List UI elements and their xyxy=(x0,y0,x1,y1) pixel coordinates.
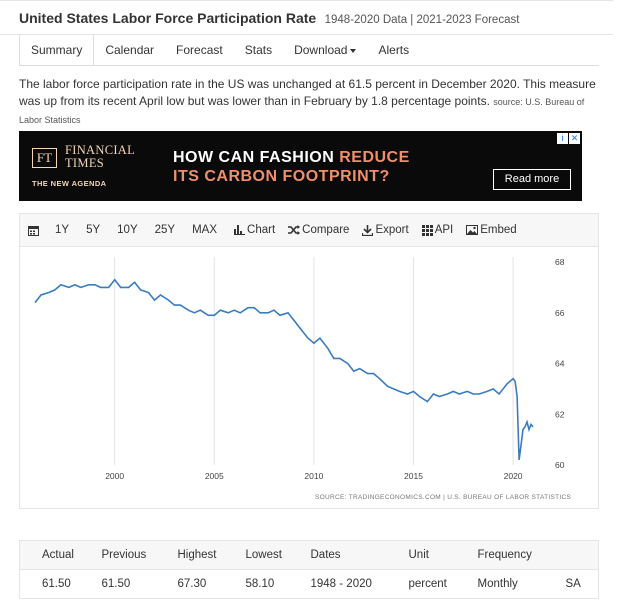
ft-brand-name: FINANCIAL TIMES xyxy=(65,144,135,170)
ft-brand-line2: TIMES xyxy=(65,156,104,170)
value-unit: percent xyxy=(408,578,447,590)
ad-read-more-button[interactable]: Read more xyxy=(493,169,571,190)
ad-headline-part2: REDUCE xyxy=(339,149,410,166)
header-dates: Dates xyxy=(310,540,409,570)
ad-headline-line2: ITS CARBON FOOTPRINT? xyxy=(173,168,390,185)
export-button[interactable]: Export xyxy=(362,224,409,236)
value-frequency: Monthly xyxy=(477,578,518,590)
x-tick-label: 2005 xyxy=(205,471,224,481)
summary-text: The labor force participation rate in th… xyxy=(19,77,596,108)
chart-type-label: Chart xyxy=(247,224,276,236)
stats-value-row: 61.50 61.50 67.30 58.10 1948 - 2020 perc… xyxy=(20,570,599,599)
page-title: United States Labor Force Participation … xyxy=(19,10,317,26)
calendar-icon[interactable] xyxy=(28,225,39,236)
series-line xyxy=(34,278,534,461)
ad-headline-part1: HOW CAN FASHION xyxy=(173,149,340,166)
header-lowest: Lowest xyxy=(245,540,311,570)
y-tick-label: 62 xyxy=(555,409,565,419)
chart-source-note[interactable]: SOURCE: TRADINGECONOMICS.COM | U.S. BURE… xyxy=(315,494,571,501)
compare-button[interactable]: Compare xyxy=(288,224,349,236)
value-actual: 61.50 xyxy=(42,578,71,590)
shuffle-icon xyxy=(288,225,301,235)
range-5y-button[interactable]: 5Y xyxy=(86,224,101,236)
tab-summary[interactable]: Summary xyxy=(19,35,95,66)
header-actual: Actual xyxy=(19,540,102,570)
tab-label: Alerts xyxy=(378,43,410,57)
page-subtitle: 1948-2020 Data | 2021-2023 Forecast xyxy=(324,14,520,26)
chart-toolbar: 1Y 5Y 10Y 25Y MAX Chart Compare Export A… xyxy=(20,214,598,247)
x-tick-label: 2020 xyxy=(504,471,523,481)
ad-banner[interactable]: FT FINANCIAL TIMES THE NEW AGENDA HOW CA… xyxy=(19,131,582,201)
x-tick-label: 2010 xyxy=(304,471,323,481)
summary-source[interactable]: source: U.S. Bureau of Labor Statistics xyxy=(19,97,585,125)
tabs-divider xyxy=(19,65,599,66)
ad-info-icon[interactable]: i xyxy=(557,133,568,144)
value-adjustment: SA xyxy=(565,578,581,590)
y-tick-label: 64 xyxy=(555,359,565,369)
value-highest: 67.30 xyxy=(177,578,207,590)
value-previous: 61.50 xyxy=(101,578,131,590)
api-label: API xyxy=(434,224,454,236)
tab-stats[interactable]: Stats xyxy=(234,35,283,66)
tab-label: Summary xyxy=(31,43,83,57)
ad-tagline: THE NEW AGENDA xyxy=(32,179,107,188)
stats-header-row: Actual Previous Highest Lowest Dates Uni… xyxy=(19,540,599,570)
tab-calendar[interactable]: Calendar xyxy=(94,35,165,66)
tab-label: Stats xyxy=(244,43,273,57)
chart-type-button[interactable]: Chart xyxy=(234,224,275,236)
y-tick-label: 68 xyxy=(555,257,565,267)
tab-label: Download xyxy=(294,43,348,57)
value-dates: 1948 - 2020 xyxy=(310,578,372,590)
y-tick-label: 66 xyxy=(555,308,565,318)
summary-text-block: The labor force participation rate in th… xyxy=(19,76,603,129)
header-adjustment xyxy=(565,540,599,570)
export-label: Export xyxy=(375,224,409,236)
tab-download[interactable]: Download xyxy=(283,35,367,66)
ad-close-icon[interactable]: ✕ xyxy=(569,133,580,144)
chart-panel: 1Y 5Y 10Y 25Y MAX Chart Compare Export A… xyxy=(19,213,599,509)
embed-button[interactable]: Embed xyxy=(466,224,517,236)
ad-choices-badge[interactable]: i ✕ xyxy=(557,133,580,144)
tab-forecast[interactable]: Forecast xyxy=(165,35,234,66)
range-25y-button[interactable]: 25Y xyxy=(154,224,176,236)
header-highest: Highest xyxy=(177,540,246,570)
tab-alerts[interactable]: Alerts xyxy=(367,35,420,66)
range-max-button[interactable]: MAX xyxy=(192,224,218,236)
header-unit: Unit xyxy=(408,540,478,570)
ft-brand-line1: FINANCIAL xyxy=(65,143,136,157)
header-frequency: Frequency xyxy=(477,540,566,570)
embed-label: Embed xyxy=(480,224,517,236)
y-tick-label: 60 xyxy=(555,460,565,470)
grid-icon xyxy=(421,224,433,236)
tab-bar: Summary Calendar Forecast Stats Download… xyxy=(19,35,420,66)
api-button[interactable]: API xyxy=(421,224,454,236)
tab-label: Forecast xyxy=(176,43,223,57)
ft-logo: FT xyxy=(32,148,57,168)
caret-down-icon xyxy=(350,48,357,53)
ad-headline-line1: HOW CAN FASHION REDUCE xyxy=(173,148,410,167)
compare-label: Compare xyxy=(302,224,350,236)
ad-headline: HOW CAN FASHION REDUCE ITS CARBON FOOTPR… xyxy=(173,148,410,186)
line-chart[interactable]: 2000 2005 2010 2015 2020 60 62 64 66 68 SOURCE: T… xyxy=(20,247,598,508)
stats-table: Actual Previous Highest Lowest Dates Uni… xyxy=(19,540,599,599)
x-tick-label: 2000 xyxy=(105,471,124,481)
title-bar: United States Labor Force Participation … xyxy=(0,0,613,35)
download-icon xyxy=(362,224,374,236)
range-1y-button[interactable]: 1Y xyxy=(55,224,70,236)
range-10y-button[interactable]: 10Y xyxy=(117,224,138,236)
header-previous: Previous xyxy=(101,540,178,570)
tab-label: Calendar xyxy=(105,43,155,57)
value-lowest: 58.10 xyxy=(245,578,275,590)
x-tick-label: 2015 xyxy=(404,471,423,481)
image-icon xyxy=(466,225,479,235)
bar-chart-icon xyxy=(234,225,246,235)
